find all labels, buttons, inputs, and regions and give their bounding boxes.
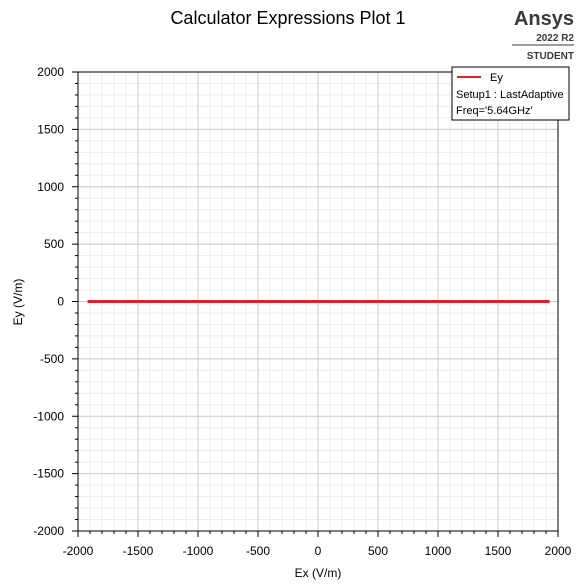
- y-tick-label: 2000: [37, 65, 64, 79]
- y-tick-label: 1000: [37, 180, 64, 194]
- x-tick-labels: -2000 -1500 -1000 -500 0 500 1000 1500 2000: [63, 544, 572, 558]
- x-tick-label: 2000: [545, 544, 572, 558]
- x-tick-label: -500: [246, 544, 270, 558]
- x-tick-label: 0: [315, 544, 322, 558]
- legend-box: [451, 66, 570, 121]
- y-tick-label: -500: [40, 352, 64, 366]
- y-tick-label: 500: [44, 237, 64, 251]
- axis-ticks: [72, 71, 559, 537]
- branding: Ansys 2022 R2 STUDENT: [512, 8, 574, 62]
- x-tick-label: 1500: [485, 544, 512, 558]
- legend: Ey Setup1 : LastAdaptive Freq='5.64GHz': [451, 66, 570, 121]
- brand-edition: STUDENT: [527, 51, 574, 62]
- x-tick-label: 1000: [425, 544, 452, 558]
- legend-setup: Setup1 : LastAdaptive: [456, 89, 564, 101]
- y-axis-label: Ey (V/m): [11, 279, 25, 326]
- x-tick-label: -2000: [63, 544, 94, 558]
- y-tick-label: -1000: [33, 409, 64, 423]
- brand-product: Ansys: [514, 8, 574, 30]
- y-tick-label: 1500: [37, 122, 64, 136]
- x-tick-label: 500: [368, 544, 388, 558]
- y-tick-label: -1500: [33, 467, 64, 481]
- x-axis-label: Ex (V/m): [295, 566, 342, 580]
- y-tick-label: -2000: [33, 524, 64, 538]
- x-tick-label: -1500: [123, 544, 154, 558]
- chart-title: Calculator Expressions Plot 1: [170, 8, 405, 28]
- y-tick-label: 0: [57, 295, 64, 309]
- y-tick-labels: -2000 -1500 -1000 -500 0 500 1000 1500 2000: [33, 65, 64, 538]
- brand-version: 2022 R2: [536, 33, 574, 44]
- legend-series-name: Ey: [490, 72, 503, 84]
- x-tick-label: -1000: [183, 544, 214, 558]
- legend-frequency: Freq='5.64GHz': [456, 105, 533, 117]
